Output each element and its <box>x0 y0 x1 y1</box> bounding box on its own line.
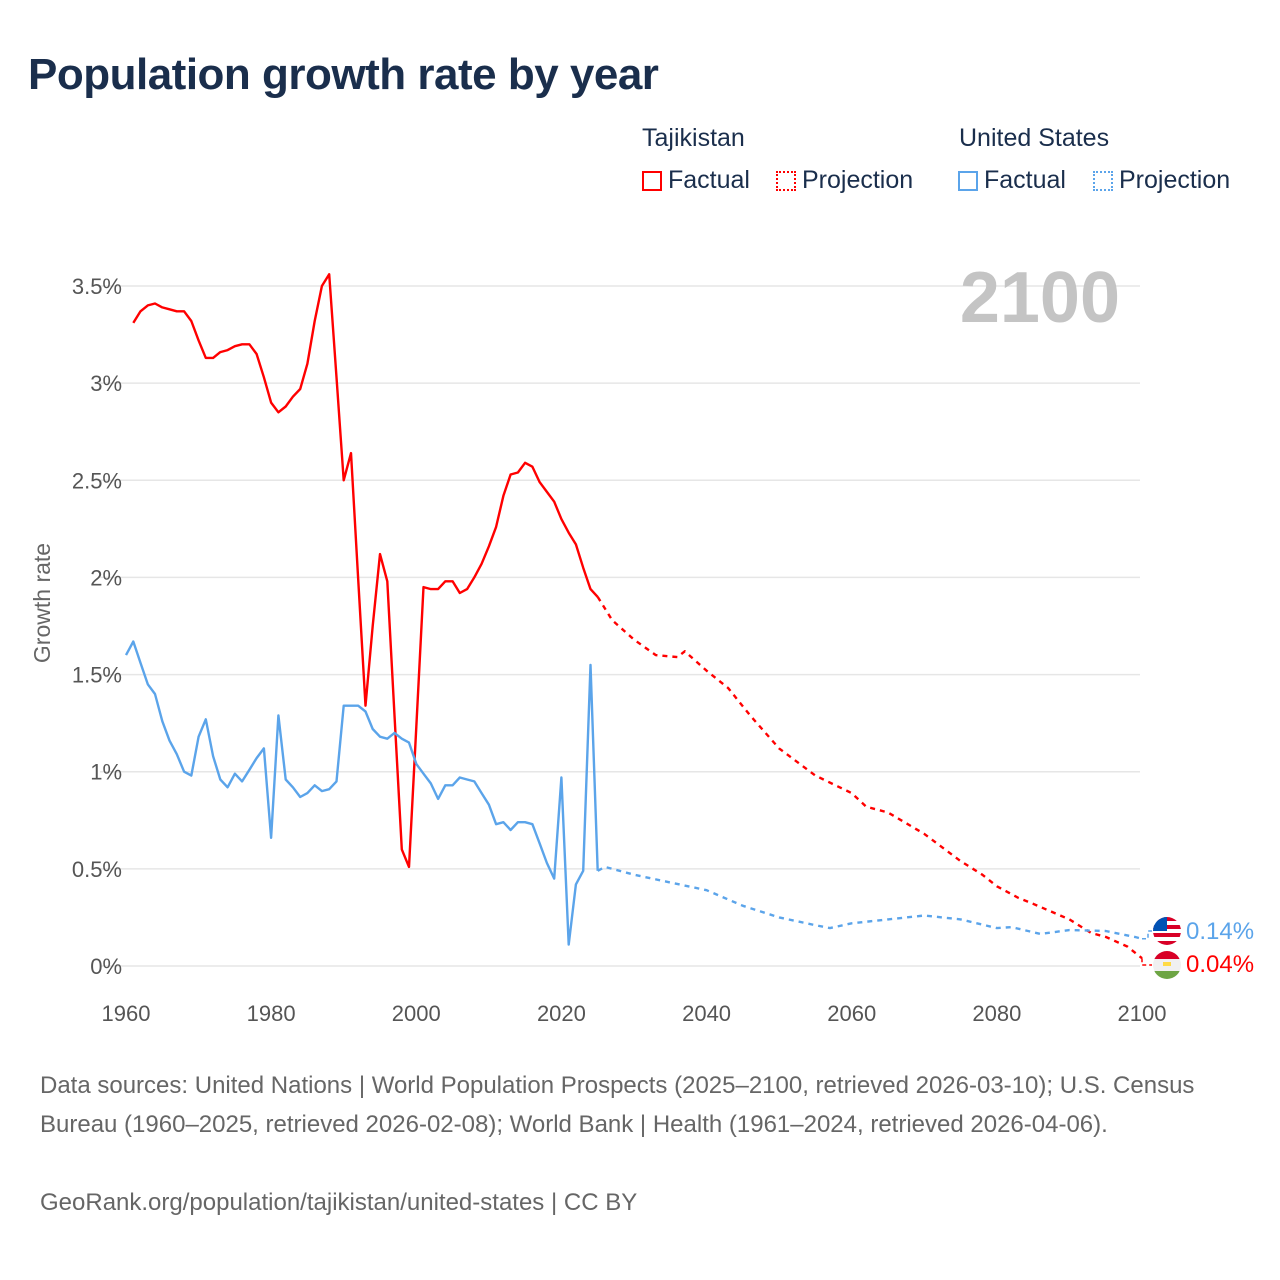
legend-tajikistan-projection[interactable]: Projection <box>776 166 913 195</box>
year-badge: 2100 <box>960 258 1120 338</box>
legend-group-united-states: United States <box>959 124 1110 152</box>
y-tick-label: 0.5% <box>72 857 122 882</box>
us-end-value-label: 0.14% <box>1186 918 1254 945</box>
legend-swatch-solid-icon <box>958 170 978 191</box>
x-tick-label: 2100 <box>1118 1001 1167 1026</box>
x-tick-label: 2000 <box>392 1001 441 1026</box>
legend-swatch-dotted-icon <box>776 170 796 191</box>
data-sources-note: Data sources: United Nations | World Pop… <box>40 1072 1195 1138</box>
x-tick-label: 1980 <box>247 1001 296 1026</box>
legend-tajikistan-factual[interactable]: Factual <box>642 166 750 195</box>
tajikistan-end-value-label: 0.04% <box>1186 951 1254 978</box>
us-label-connector <box>1142 930 1152 940</box>
legend-label: Projection <box>1119 166 1231 194</box>
series-line-united-states-projection <box>597 865 1143 940</box>
tajikistan-flag-icon <box>1153 951 1181 979</box>
legend-label: Factual <box>668 166 750 194</box>
series-line-tajikistan-factual <box>132 273 599 869</box>
y-tick-label: 1% <box>90 760 122 785</box>
series-line-united-states-factual <box>124 640 599 946</box>
series-line-tajikistan-projection <box>596 596 1143 960</box>
legend-us-factual[interactable]: Factual <box>958 166 1066 195</box>
legend-group-tajikistan: Tajikistan <box>642 124 745 152</box>
legend-swatch-dotted-icon <box>1093 170 1113 191</box>
x-tick-label: 2040 <box>682 1001 731 1026</box>
x-tick-label: 2060 <box>827 1001 876 1026</box>
legend-us-projection[interactable]: Projection <box>1093 166 1230 195</box>
tajikistan-label-connector <box>1141 958 1152 966</box>
us-flag-icon <box>1153 917 1181 945</box>
legend-label: Projection <box>802 166 914 194</box>
credit-link[interactable]: GeoRank.org/population/tajikistan/united… <box>40 1189 638 1216</box>
y-tick-label: 3.5% <box>72 274 122 299</box>
chart-title: Population growth rate by year <box>28 50 659 99</box>
y-tick-label: 0% <box>90 954 122 979</box>
legend-label: Factual <box>984 166 1066 194</box>
y-tick-label: 1.5% <box>72 663 122 688</box>
x-tick-label: 1960 <box>102 1001 151 1026</box>
x-tick-label: 2080 <box>972 1001 1021 1026</box>
y-tick-label: 3% <box>90 371 122 396</box>
y-tick-label: 2% <box>90 565 122 590</box>
y-tick-label: 2.5% <box>72 468 122 493</box>
x-tick-label: 2020 <box>537 1001 586 1026</box>
legend-swatch-solid-icon <box>642 170 662 191</box>
y-axis-label: Growth rate <box>29 543 55 663</box>
